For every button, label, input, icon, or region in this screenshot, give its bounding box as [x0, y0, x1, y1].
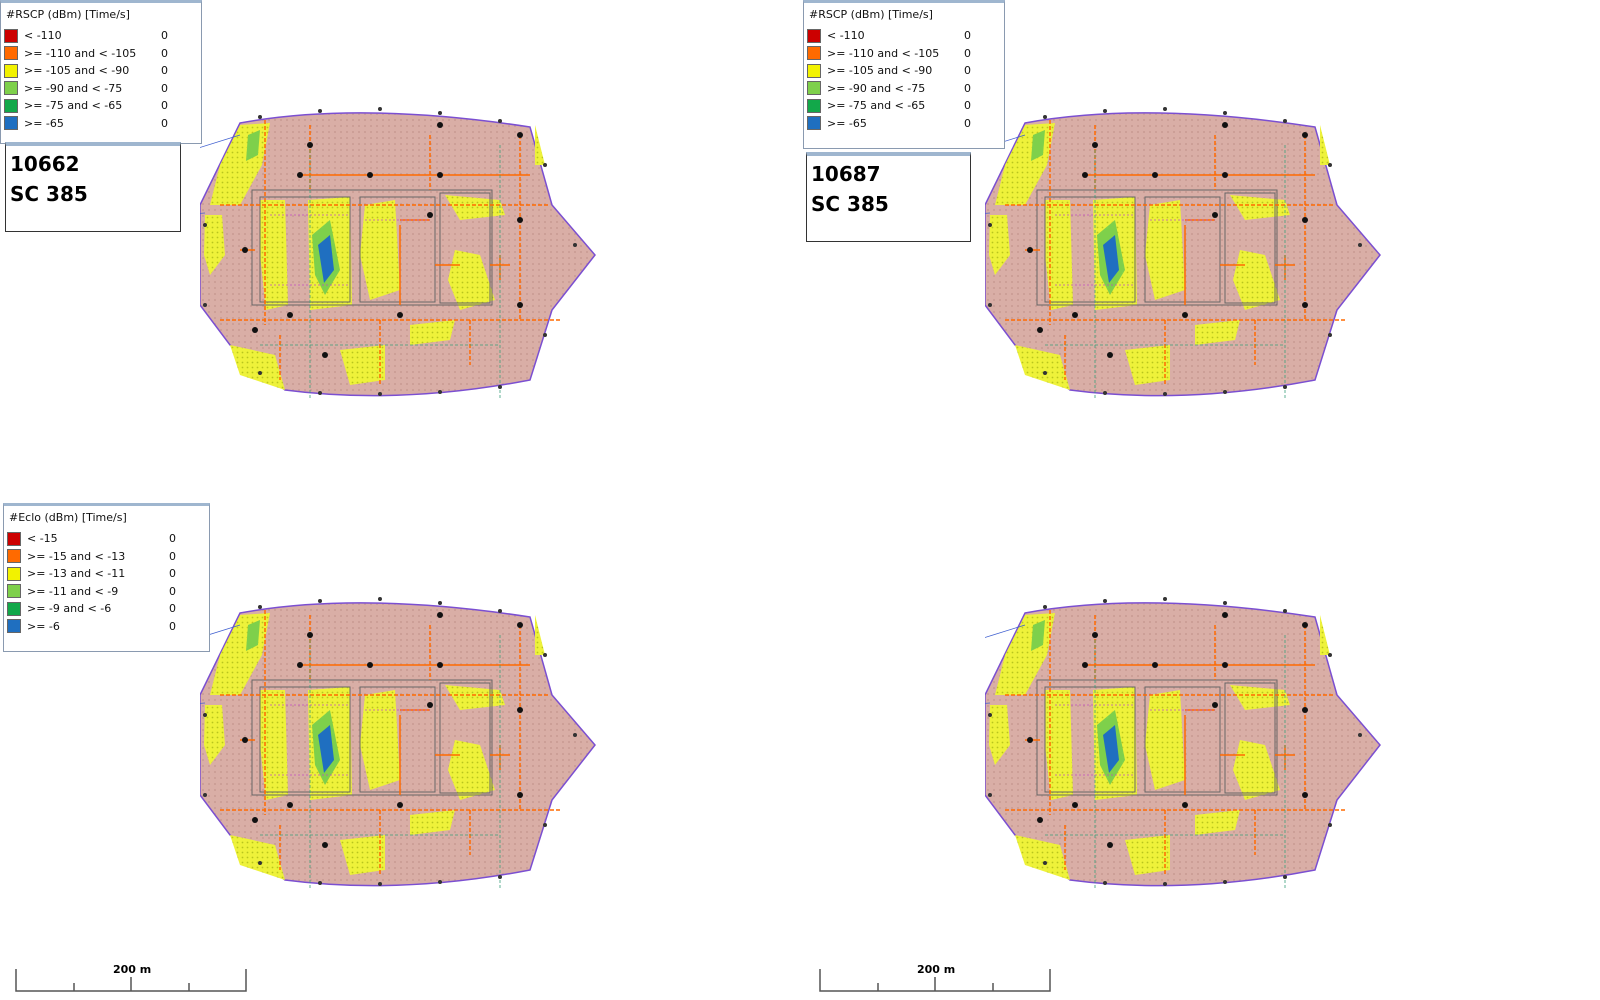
legend-row: >= -110 and < -105 0 — [1, 45, 201, 63]
legend-row: >= -105 and < -90 0 — [1, 62, 201, 80]
legend-row: >= -110 and < -105 0 — [804, 45, 1004, 63]
legend-label: >= -65 — [24, 116, 64, 130]
legend-count: 0 — [169, 567, 176, 581]
legend-label: >= -105 and < -90 — [827, 64, 933, 78]
legend-label: >= -75 and < -65 — [24, 99, 123, 113]
legend-label: >= -110 and < -105 — [827, 46, 940, 60]
legend-swatch — [7, 531, 21, 546]
legend-swatch — [807, 81, 821, 96]
legend-count: 0 — [964, 99, 971, 113]
floorplan-map-top-right — [985, 106, 1381, 400]
legend-swatch — [7, 566, 21, 581]
legend-label: >= -105 and < -90 — [24, 64, 130, 78]
legend-swatch — [7, 584, 21, 599]
legend-rows: < -15 0 >= -15 and < -13 0 >= -13 and < -11 0… — [4, 530, 209, 635]
legend-label: >= -75 and < -65 — [827, 99, 926, 113]
legend-count: 0 — [161, 116, 168, 130]
legend-count: 0 — [161, 81, 168, 95]
legend-rows: < -110 0 >= -110 and < -105 0 >= -105 and < … — [1, 27, 201, 132]
scale-bar-right — [819, 969, 1051, 992]
legend-count: 0 — [169, 549, 176, 563]
legend-swatch — [4, 81, 18, 96]
legend-label: >= -13 and < -11 — [27, 567, 126, 581]
legend-label: >= -11 and < -9 — [27, 584, 119, 598]
info-scrambling-code: SC 385 — [10, 182, 88, 206]
scale-label-right: 200 m — [917, 963, 956, 976]
legend-row: >= -105 and < -90 0 — [804, 62, 1004, 80]
legend-swatch — [807, 46, 821, 61]
legend-label: >= -15 and < -13 — [27, 549, 126, 563]
legend-swatch — [7, 549, 21, 564]
legend-swatch — [4, 46, 18, 61]
legend-rows: < -110 0 >= -110 and < -105 0 >= -105 and < … — [804, 27, 1004, 132]
legend-title: #RSCP (dBm) [Time/s] — [809, 8, 933, 21]
legend-row: >= -65 0 — [804, 115, 1004, 133]
legend-row: >= -65 0 — [1, 115, 201, 133]
legend-count: 0 — [964, 29, 971, 43]
legend-swatch — [4, 116, 18, 131]
floorplan-map-bottom-right — [985, 596, 1381, 890]
legend-count: 0 — [964, 81, 971, 95]
legend-count: 0 — [161, 64, 168, 78]
info-channel: 10687 — [811, 162, 881, 186]
legend-row: >= -11 and < -9 0 — [4, 583, 209, 601]
scale-bar-left — [15, 969, 247, 992]
info-box-top-right: 10687 SC 385 — [806, 152, 971, 242]
legend-eclo-bottom-left: #Eclo (dBm) [Time/s] < -15 0 >= -15 and < … — [3, 503, 210, 652]
legend-label: < -110 — [24, 29, 62, 43]
legend-swatch — [807, 63, 821, 78]
legend-swatch — [807, 28, 821, 43]
legend-row: >= -90 and < -75 0 — [1, 80, 201, 98]
legend-label: >= -6 — [27, 619, 60, 633]
legend-count: 0 — [161, 29, 168, 43]
legend-label: >= -65 — [827, 116, 867, 130]
legend-swatch — [7, 619, 21, 634]
legend-rscp-top-right: #RSCP (dBm) [Time/s] < -110 0 >= -110 and … — [803, 0, 1005, 149]
legend-label: >= -90 and < -75 — [827, 81, 926, 95]
legend-swatch — [4, 28, 18, 43]
legend-count: 0 — [964, 64, 971, 78]
legend-row: >= -13 and < -11 0 — [4, 565, 209, 583]
legend-title: #RSCP (dBm) [Time/s] — [6, 8, 130, 21]
legend-label: >= -110 and < -105 — [24, 46, 137, 60]
legend-label: >= -90 and < -75 — [24, 81, 123, 95]
legend-count: 0 — [169, 602, 176, 616]
legend-row: < -110 0 — [1, 27, 201, 45]
legend-count: 0 — [964, 116, 971, 130]
info-box-top-left: 10662 SC 385 — [5, 142, 181, 232]
legend-swatch — [807, 98, 821, 113]
legend-swatch — [4, 63, 18, 78]
info-channel: 10662 — [10, 152, 80, 176]
legend-count: 0 — [169, 584, 176, 598]
legend-label: < -110 — [827, 29, 865, 43]
floorplan-map-top-left — [200, 106, 596, 400]
legend-row: >= -90 and < -75 0 — [804, 80, 1004, 98]
legend-row: >= -75 and < -65 0 — [1, 97, 201, 115]
legend-row: >= -15 and < -13 0 — [4, 548, 209, 566]
legend-count: 0 — [161, 99, 168, 113]
scale-label-left: 200 m — [113, 963, 152, 976]
legend-count: 0 — [964, 46, 971, 60]
legend-row: >= -9 and < -6 0 — [4, 600, 209, 618]
legend-count: 0 — [161, 46, 168, 60]
legend-row: >= -75 and < -65 0 — [804, 97, 1004, 115]
legend-swatch — [807, 116, 821, 131]
legend-row: < -15 0 — [4, 530, 209, 548]
floorplan-map-bottom-left — [200, 596, 596, 890]
legend-title: #Eclo (dBm) [Time/s] — [9, 511, 127, 524]
legend-count: 0 — [169, 532, 176, 546]
legend-label: < -15 — [27, 532, 58, 546]
legend-swatch — [4, 98, 18, 113]
info-scrambling-code: SC 385 — [811, 192, 889, 216]
legend-swatch — [7, 601, 21, 616]
legend-label: >= -9 and < -6 — [27, 602, 112, 616]
legend-count: 0 — [169, 619, 176, 633]
legend-row: < -110 0 — [804, 27, 1004, 45]
legend-row: >= -6 0 — [4, 618, 209, 636]
legend-rscp-top-left: #RSCP (dBm) [Time/s] < -110 0 >= -110 and … — [0, 0, 202, 144]
